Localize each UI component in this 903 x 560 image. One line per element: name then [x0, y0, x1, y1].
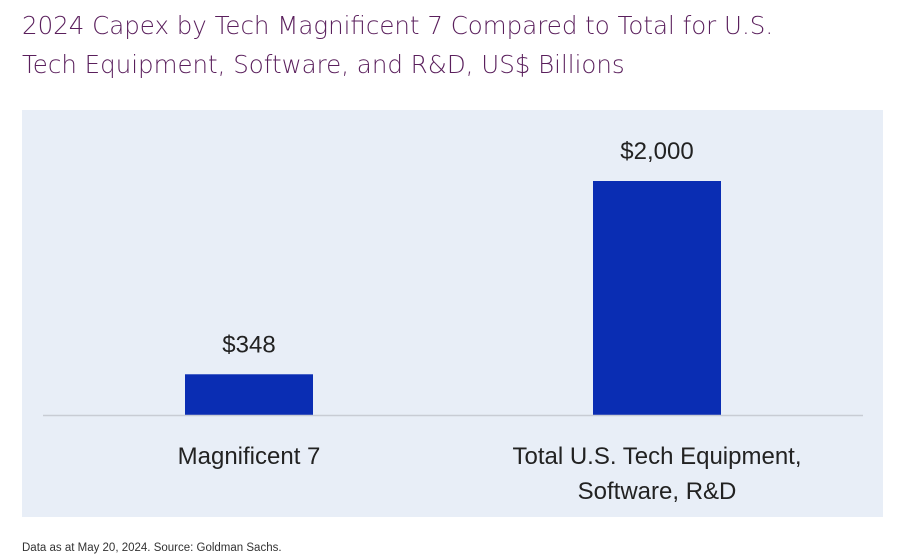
category-label-1-1: Software, R&D — [578, 478, 737, 505]
chart-panel: $348 Magnificent 7 $2,000 Total U.S. Tech E… — [22, 110, 883, 517]
chart-title-line-1: 2024 Capex by Tech Magnificent 7 Compare… — [22, 11, 774, 40]
source-note: Data as at May 20, 2024. Source: Goldman… — [22, 542, 282, 554]
chart-title: 2024 Capex by Tech Magnificent 7 Compare… — [22, 6, 882, 84]
chart-title-line-2: Tech Equipment, Software, and R&D, US$ B… — [22, 50, 625, 79]
category-label-0-0: Magnificent 7 — [178, 443, 321, 470]
data-label-1: $2,000 — [620, 138, 693, 165]
data-label-0: $348 — [222, 331, 275, 358]
category-label-1-0: Total U.S. Tech Equipment, — [512, 443, 801, 470]
bar-0 — [185, 374, 313, 415]
bar-chart: $348 Magnificent 7 $2,000 Total U.S. Tech E… — [43, 138, 863, 505]
bar-1 — [593, 181, 721, 415]
